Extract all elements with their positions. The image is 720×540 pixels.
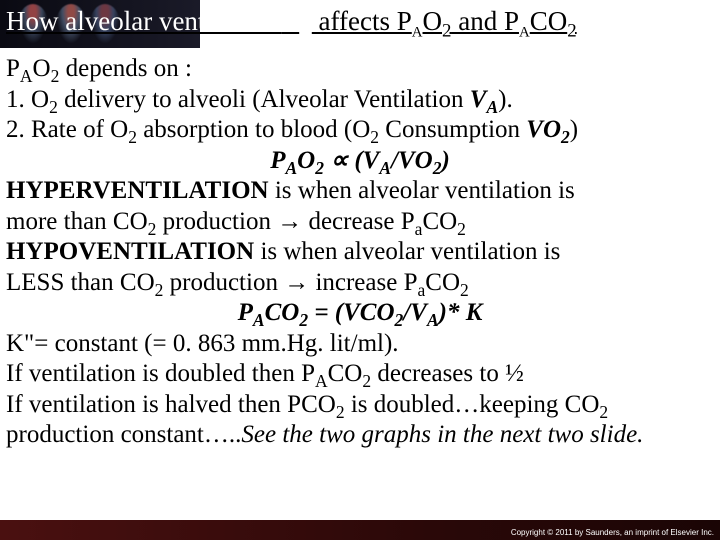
t: )* K xyxy=(439,299,483,326)
t: production constant….. xyxy=(6,421,241,448)
title-sub2b: 2 xyxy=(567,20,576,41)
t: VO xyxy=(398,147,433,174)
line-k-constant: K"= constant (= 0. 863 mm.Hg. lit/ml). xyxy=(6,329,714,360)
t: production → decrease P xyxy=(156,208,414,235)
t: HYPERVENTILATION xyxy=(6,177,269,204)
t: is doubled…keeping CO xyxy=(345,391,600,418)
t: is when alveolar ventilation is xyxy=(254,238,560,265)
t: O xyxy=(297,147,315,174)
line-halved: If ventilation is halved then PCO2 is do… xyxy=(6,390,714,421)
t: 2 xyxy=(128,127,137,147)
title-subA1: A xyxy=(412,24,423,40)
t: 2 xyxy=(561,127,570,147)
title-seg2: affects P xyxy=(312,6,412,36)
t: 2 xyxy=(460,280,469,300)
title-co2: CO xyxy=(530,6,568,36)
t: VO xyxy=(526,116,561,143)
t: CO xyxy=(328,360,363,387)
t: / xyxy=(391,147,398,174)
t: A xyxy=(379,158,391,178)
t: A xyxy=(285,158,297,178)
title-o2: O xyxy=(423,6,443,36)
equation-paco2: PACO2 = (VCO2/VA)* K xyxy=(6,298,714,329)
t: A xyxy=(20,66,33,86)
line-doubled: If ventilation is doubled then PACO2 dec… xyxy=(6,359,714,390)
t: ) xyxy=(441,147,449,174)
copyright-text: Copyright © 2011 by Saunders, an imprint… xyxy=(511,528,714,537)
t: depends on : xyxy=(59,55,192,82)
line-hypoventilation-2: LESS than CO2 production → increase PaCO… xyxy=(6,268,714,299)
t: A xyxy=(427,310,439,330)
t: 1. O xyxy=(6,86,49,113)
t: production → increase P xyxy=(163,269,417,296)
t: If ventilation is doubled then P xyxy=(6,360,315,387)
t: absorption to blood (O xyxy=(137,116,370,143)
t: V xyxy=(410,299,427,326)
t: 2 xyxy=(299,310,308,330)
t: 2 xyxy=(599,402,608,422)
title-seg1: How alveolar ventilation xyxy=(6,6,281,36)
t: Consumption xyxy=(379,116,526,143)
t: If ventilation is halved then PCO xyxy=(6,391,336,418)
line-hyperventilation-2: more than CO2 production → decrease PaCO… xyxy=(6,207,714,238)
t: 2 xyxy=(395,310,404,330)
slide: How alveolar ventilation VA affects PAO2… xyxy=(0,0,720,540)
slide-body: PAO2 depends on : 1. O2 delivery to alve… xyxy=(6,54,714,451)
t: O xyxy=(33,55,51,82)
t: HYPOVENTILATION xyxy=(6,238,254,265)
t: more than CO xyxy=(6,208,148,235)
t: ). xyxy=(498,86,513,113)
t: 2 xyxy=(457,219,466,239)
t: 2 xyxy=(362,371,371,391)
t: A xyxy=(486,97,498,117)
t: P xyxy=(270,147,285,174)
t: ∝ (V xyxy=(324,147,379,174)
t: 2 xyxy=(49,97,58,117)
line-hypoventilation-1: HYPOVENTILATION is when alveolar ventila… xyxy=(6,237,714,268)
t: 2. Rate of O xyxy=(6,116,128,143)
t: P xyxy=(6,55,20,82)
t: CO xyxy=(422,208,457,235)
t: V xyxy=(470,86,487,113)
t: ) xyxy=(570,116,578,143)
t: P xyxy=(238,299,253,326)
t: 2 xyxy=(315,158,324,178)
equation-pao2: PAO2 ∝ (VA/VO2) xyxy=(6,146,714,177)
t: A xyxy=(315,371,328,391)
t: CO xyxy=(265,299,300,326)
line-hyperventilation-1: HYPERVENTILATION is when alveolar ventil… xyxy=(6,176,714,207)
title-subA2: A xyxy=(519,24,530,40)
t: 2 xyxy=(336,402,345,422)
t: A xyxy=(253,310,265,330)
line-pao2-depends: PAO2 depends on : xyxy=(6,54,714,85)
line-1-delivery: 1. O2 delivery to alveoli (Alveolar Vent… xyxy=(6,85,714,116)
line-2-absorption: 2. Rate of O2 absorption to blood (O2 Co… xyxy=(6,115,714,146)
title-band: How alveolar ventilation VA affects PAO2… xyxy=(0,0,720,48)
t: CO xyxy=(425,269,460,296)
t: is when alveolar ventilation is xyxy=(269,177,575,204)
title-and: and P xyxy=(451,6,519,36)
t: = (VCO xyxy=(308,299,394,326)
line-production-constant: production constant…..See the two graphs… xyxy=(6,420,714,451)
title-va-v: VA xyxy=(281,6,312,36)
t: See the two graphs in the next two slide… xyxy=(241,421,643,448)
t: LESS than CO xyxy=(6,269,155,296)
slide-title: How alveolar ventilation VA affects PAO2… xyxy=(6,6,706,37)
t: delivery to alveoli (Alveolar Ventilatio… xyxy=(58,86,470,113)
t: decreases to ½ xyxy=(371,360,524,387)
t: 2 xyxy=(370,127,379,147)
